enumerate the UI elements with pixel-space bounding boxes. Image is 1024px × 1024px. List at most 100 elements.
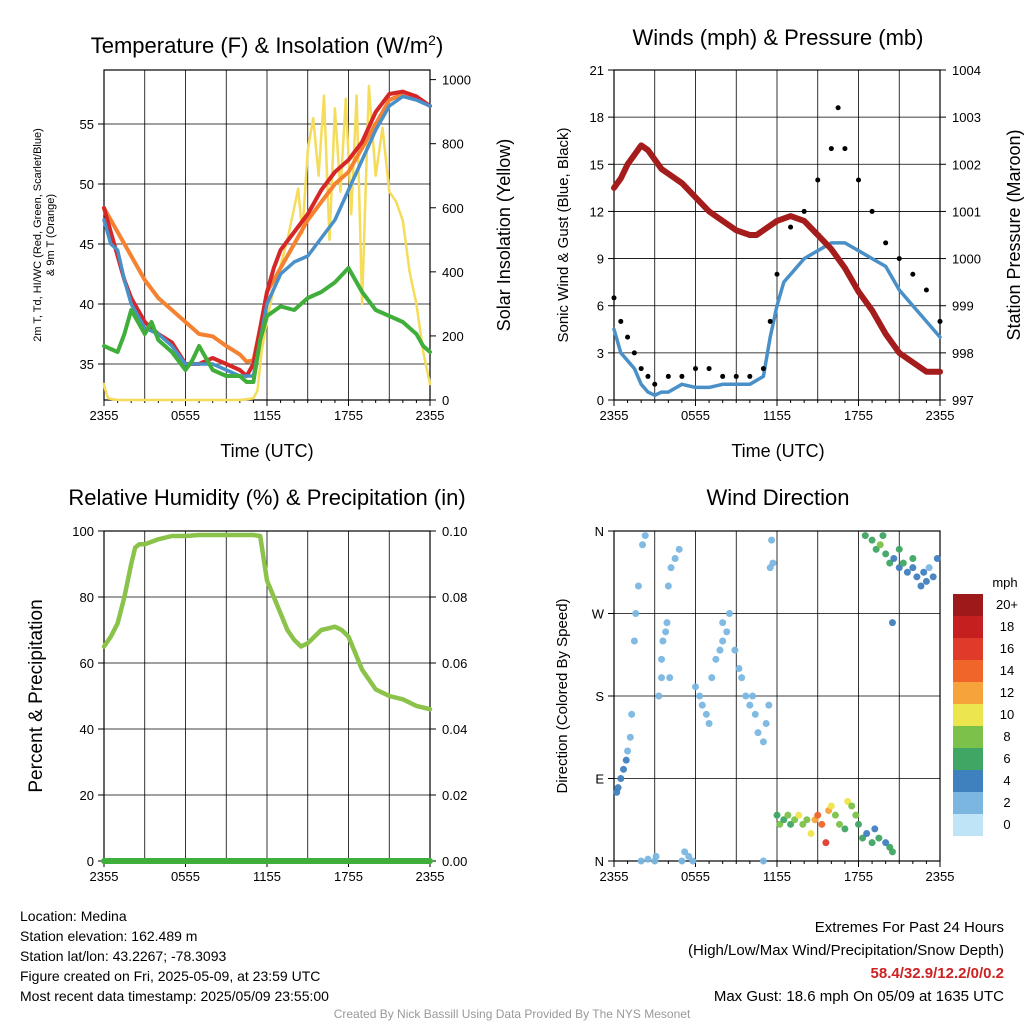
- rh-y2tick-label: 0.10: [442, 524, 467, 539]
- direction-point: [855, 820, 862, 828]
- direction-point: [663, 619, 671, 627]
- direction-point: [795, 811, 803, 819]
- colorbar-swatch: [953, 704, 983, 726]
- wind-ytick-label: 6: [597, 299, 604, 314]
- dir-ytick-label: E: [595, 772, 604, 787]
- dir-xtick-label: 0555: [681, 869, 710, 884]
- insolation-line: [102, 84, 432, 402]
- gust-point: [760, 366, 766, 372]
- temperature-ylabel: 2m T, Td, HI/WC (Red, Green, Scarlet/Blu…: [32, 128, 44, 342]
- direction-point: [658, 674, 666, 682]
- extremes-title: Extremes For Past 24 Hours: [814, 919, 1004, 936]
- direction-point: [689, 857, 697, 865]
- direction-point: [742, 692, 750, 700]
- direction-point: [868, 839, 876, 847]
- gust-point: [652, 381, 658, 387]
- direction-point: [859, 834, 867, 842]
- direction-point: [762, 720, 770, 727]
- wind-xlabel: Time (UTC): [731, 441, 824, 461]
- rh-xtick-label: 1155: [253, 869, 281, 884]
- humidity-ylabel: Percent & Precipitation: [26, 599, 47, 792]
- rh-y2tick-label: 0.08: [442, 590, 467, 605]
- gust-point: [720, 373, 726, 379]
- wind-panel: Winds (mph) & Pressure (mb) Time (UTC) S…: [555, 25, 1024, 461]
- gust-point: [611, 295, 617, 301]
- direction-point: [875, 834, 883, 842]
- colorbar-label: 4: [1003, 773, 1010, 788]
- rh-ytick-label: 20: [80, 788, 94, 803]
- colorbar-swatch: [953, 748, 983, 770]
- station-info: Location: Medina Station elevation: 162.…: [20, 906, 329, 1006]
- wind-ylabel: Sonic Wind & Gust (Blue, Black): [555, 127, 572, 342]
- direction-point: [882, 550, 890, 558]
- wind-ytick-label: 21: [590, 63, 604, 78]
- insolation-ylabel: Solar Insolation (Yellow): [494, 139, 514, 331]
- direction-point: [868, 536, 876, 544]
- wind-y2tick-label: 997: [952, 393, 974, 408]
- dir-ytick-label: W: [592, 607, 605, 622]
- direction-point: [671, 555, 679, 562]
- gust-point: [842, 146, 848, 152]
- direction-point: [659, 637, 667, 645]
- gust-point: [645, 373, 651, 379]
- wind-ytick-label: 12: [590, 204, 604, 219]
- recent-text: Most recent data timestamp: 2025/05/09 2…: [20, 988, 329, 1004]
- gust-point: [631, 350, 637, 356]
- direction-point: [735, 665, 743, 672]
- temp-ytick-label: 35: [80, 357, 94, 372]
- temp-ytick-label: 40: [80, 297, 94, 312]
- rh-ytick-label: 0: [87, 854, 94, 869]
- gust-point: [869, 208, 875, 214]
- direction-point: [624, 747, 632, 755]
- temp-y2tick-label: 1000: [442, 73, 471, 88]
- temp-ytick-label: 55: [80, 117, 94, 132]
- rh-xtick-label: 1755: [334, 869, 363, 884]
- direction-point: [791, 816, 799, 824]
- direction-point: [814, 811, 822, 819]
- direction-point: [773, 811, 781, 819]
- direction-point: [662, 628, 670, 636]
- direction-point: [731, 646, 739, 654]
- direction-point: [818, 820, 826, 828]
- direction-point: [634, 582, 642, 590]
- temperature-line: [102, 89, 432, 378]
- wind-y2tick-label: 999: [952, 299, 974, 314]
- direction-point: [666, 674, 674, 682]
- direction-point: [835, 820, 843, 828]
- direction-point: [692, 683, 699, 691]
- direction-point: [655, 692, 663, 700]
- direction-point: [698, 701, 706, 709]
- direction-point: [888, 619, 896, 627]
- gust-point: [815, 177, 821, 183]
- direction-point: [888, 848, 896, 856]
- wind-y2tick-label: 1003: [952, 110, 981, 125]
- direction-point: [759, 738, 767, 746]
- gust-point: [706, 366, 712, 372]
- dir-xtick-label: 1155: [763, 869, 791, 884]
- direction-point: [705, 720, 713, 727]
- direction-point: [909, 564, 917, 572]
- rh-xtick-label: 2355: [90, 869, 119, 884]
- direction-point: [620, 765, 628, 773]
- direction-point: [628, 710, 636, 718]
- direction-point: [799, 820, 807, 828]
- direction-point: [738, 674, 746, 682]
- direction-point: [667, 564, 675, 572]
- direction-point: [917, 582, 925, 590]
- direction-point: [882, 839, 890, 847]
- dir-ytick-label: S: [595, 689, 604, 704]
- gust-point: [774, 271, 780, 277]
- direction-point: [759, 857, 767, 865]
- temp-xtick-label: 1155: [253, 408, 281, 423]
- colorbar-label: 14: [1000, 663, 1014, 678]
- direction-point: [933, 555, 941, 562]
- gust-point: [679, 373, 685, 379]
- colorbar-label: 10: [1000, 707, 1014, 722]
- credit-text: Created By Nick Bassill Using Data Provi…: [333, 1007, 691, 1021]
- humidity-title: Relative Humidity (%) & Precipitation (i…: [68, 485, 465, 510]
- colorbar-swatch: [953, 616, 983, 638]
- colorbar-label: 12: [1000, 685, 1014, 700]
- direction-point: [922, 577, 930, 585]
- colorbar-swatch: [953, 638, 983, 660]
